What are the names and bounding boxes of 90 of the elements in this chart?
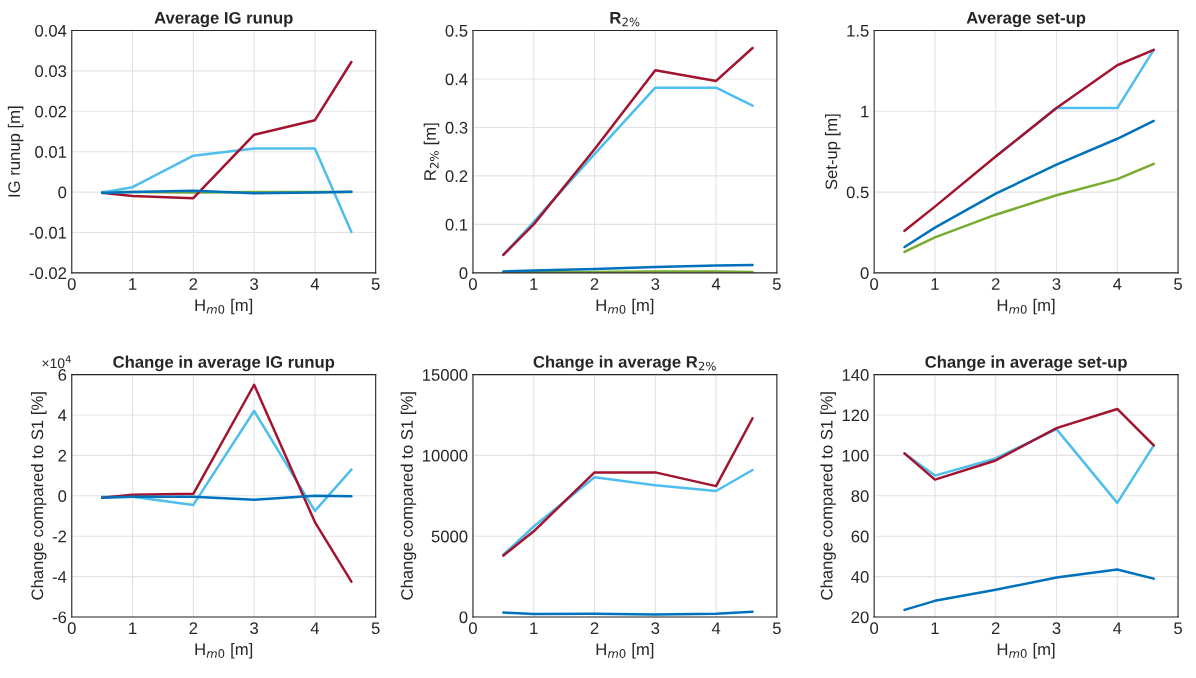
x-tick-label: 5 <box>772 278 781 290</box>
y-tick-label: 120 <box>842 409 869 422</box>
y-axis-title: R$_{2%}$ [m] <box>423 123 440 180</box>
y-tick-label: 0.4 <box>445 73 468 86</box>
x-tick-label: 5 <box>1174 622 1182 635</box>
y-tick-label: 1.5 <box>847 25 869 37</box>
y-tick-label: 0.02 <box>35 105 67 118</box>
x-tick-label: 1 <box>931 622 939 634</box>
y-tick-label: 0.1 <box>445 218 468 231</box>
x-tick-label: 2 <box>189 278 198 290</box>
x-tick-label: 0 <box>67 622 76 635</box>
x-axis-title: H$_{m0}$ [m] <box>596 298 654 315</box>
x-tick-label: 4 <box>1113 622 1122 634</box>
y-tick-label: 0.01 <box>35 146 67 158</box>
y-tick-label: 0.03 <box>35 65 67 78</box>
y-tick-label: 0 <box>860 267 869 280</box>
x-axis-title: H$_{m0}$ [m] <box>997 642 1055 659</box>
x-tick-label: 2 <box>991 622 1000 634</box>
x-tick-label: 3 <box>250 622 259 635</box>
y-tick-label: 0 <box>58 490 67 503</box>
y-axis-title: Change compared to S1 [%] <box>820 392 836 600</box>
chart-title: Change in average IG runup <box>113 355 335 372</box>
y-tick-label: 0.2 <box>445 170 468 183</box>
x-tick-label: 4 <box>711 622 721 634</box>
x-tick-label: 2 <box>590 622 599 634</box>
y-tick-label: 40 <box>851 570 869 583</box>
x-tick-label: 1 <box>129 278 137 290</box>
text: ×10$^{4}$ <box>42 355 71 369</box>
y-tick-label: 0.04 <box>35 24 67 37</box>
x-tick-label: 2 <box>590 278 599 290</box>
y-tick-label: 140 <box>842 369 869 381</box>
x-tick-label: 0 <box>870 622 879 635</box>
chart-title: Change in average R$_{2%}$ <box>533 355 716 372</box>
y-tick-label: 2 <box>58 449 67 462</box>
x-axis-title: H$_{m0}$ [m] <box>195 298 253 315</box>
x-axis-title: H$_{m0}$ [m] <box>997 298 1055 315</box>
x-tick-label: 2 <box>991 278 1000 290</box>
y-axis-title: Change compared to S1 [%] <box>30 392 47 600</box>
y-tick-label: 0.5 <box>445 24 468 37</box>
y-tick-label: 15000 <box>423 369 468 381</box>
x-tick-label: 3 <box>1052 622 1061 635</box>
y-tick-label: 5000 <box>431 530 468 543</box>
x-tick-label: 1 <box>931 278 939 290</box>
y-axis-title: IG runup [m] <box>7 106 24 197</box>
x-tick-label: 0 <box>468 622 477 635</box>
x-tick-label: 4 <box>1113 278 1122 290</box>
y-tick-label: 0 <box>459 611 468 624</box>
x-tick-label: 2 <box>189 622 198 634</box>
y-tick-label: 100 <box>842 449 869 462</box>
y-tick-label: 0.3 <box>445 121 468 134</box>
x-tick-label: 5 <box>1174 278 1182 290</box>
x-tick-label: 3 <box>651 278 660 290</box>
y-tick-label: 10000 <box>423 449 468 462</box>
x-tick-label: 0 <box>67 278 76 290</box>
y-tick-label: 0.5 <box>846 186 869 199</box>
x-tick-label: 1 <box>530 622 538 634</box>
y-tick-label: 4 <box>58 409 67 422</box>
y-tick-label: -6 <box>52 611 67 624</box>
chart-title: Average IG runup <box>154 11 293 28</box>
x-tick-label: 0 <box>870 278 879 290</box>
x-tick-label: 4 <box>711 278 721 290</box>
chart-title: Average set-up <box>966 12 1086 28</box>
y-tick-label: 80 <box>851 490 869 503</box>
x-tick-label: 3 <box>1052 278 1061 290</box>
y-axis-title: Change compared to S1 [%] <box>400 392 417 600</box>
x-tick-label: 1 <box>129 622 137 634</box>
x-tick-label: 5 <box>772 622 781 635</box>
x-axis-title: H$_{m0}$ [m] <box>195 642 253 659</box>
chart-title: R$_{2%}$ <box>610 12 640 27</box>
y-axis-title: Set-up [m] <box>825 114 841 190</box>
x-tick-label: 3 <box>250 278 259 290</box>
chart-title: Change in average set-up <box>925 355 1127 372</box>
x-axis-title: H$_{m0}$ [m] <box>596 642 654 659</box>
x-tick-label: 5 <box>371 278 380 290</box>
y-tick-label: 0 <box>459 267 468 280</box>
x-tick-label: 4 <box>310 278 320 290</box>
y-tick-label: 20 <box>851 611 869 624</box>
y-tick-label: 0 <box>58 186 67 199</box>
x-tick-label: 4 <box>310 622 320 634</box>
y-tick-label: 1 <box>861 105 869 118</box>
y-tick-label: 6 <box>58 369 67 381</box>
y-tick-label: -2 <box>52 530 67 543</box>
y-tick-label: -0.02 <box>29 267 67 280</box>
x-tick-label: 5 <box>371 622 380 635</box>
x-tick-label: 0 <box>468 278 477 290</box>
x-tick-label: 1 <box>530 278 538 290</box>
x-tick-label: 3 <box>651 622 660 635</box>
y-tick-label: 60 <box>851 530 869 543</box>
y-tick-label: -4 <box>52 571 67 583</box>
y-tick-label: -0.01 <box>29 226 67 239</box>
